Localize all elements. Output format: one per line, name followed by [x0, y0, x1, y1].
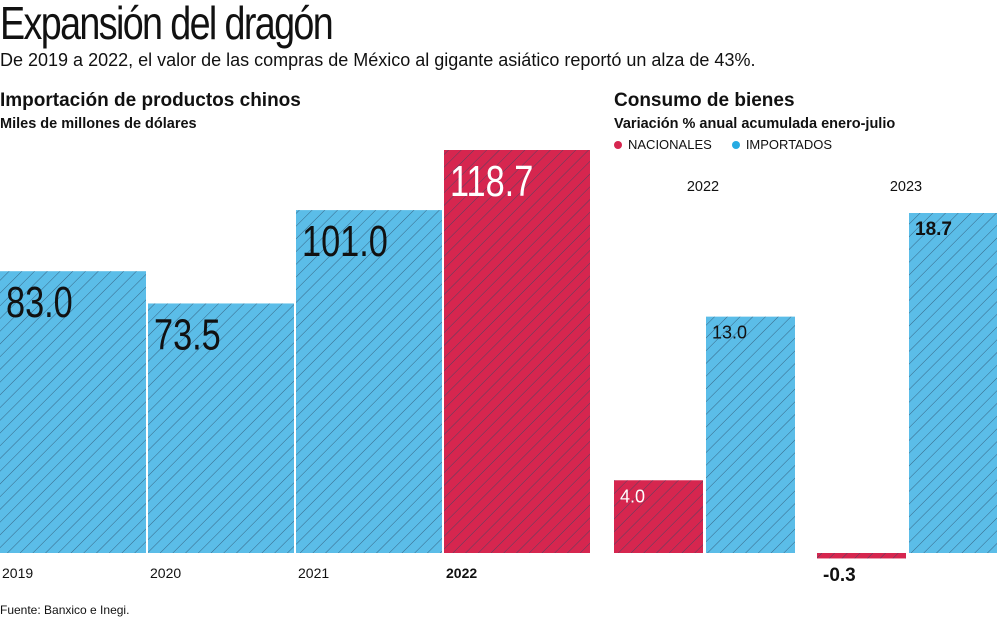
import-value-label-2019: 83.0 — [6, 278, 73, 327]
headline: Expansión del dragón — [0, 0, 334, 49]
import-year-label-2021: 2021 — [298, 565, 329, 581]
consumo-year-label-2023: 2023 — [890, 179, 922, 195]
consumo-bar-nacionales-2023-hatch — [817, 553, 906, 559]
import-bar-2020-hatch — [148, 303, 294, 553]
consumo-bar-importados-2022-hatch — [706, 316, 795, 553]
consumo-value-label-nacionales-2022: 4.0 — [620, 486, 645, 506]
import-value-label-2020: 73.5 — [154, 310, 221, 359]
consumo-bar-nacionales-2022-hatch — [614, 480, 703, 553]
import-value-label-2021: 101.0 — [302, 217, 388, 266]
consumo-value-label-nacionales-2023: -0.3 — [823, 565, 856, 586]
consumo-value-label-importados-2022: 13.0 — [712, 323, 747, 343]
legend: NACIONALES IMPORTADOS — [614, 137, 846, 152]
legend-dot-nacionales — [614, 140, 622, 149]
import-year-label-2019: 2019 — [2, 565, 33, 581]
legend-dot-importados — [731, 140, 740, 149]
right-chart-subtitle: Variación % anual acumulada enero-julio — [614, 116, 896, 132]
import-year-label-2022: 2022 — [446, 565, 477, 581]
import-bar-2022-hatch — [444, 150, 590, 553]
left-chart-subtitle: Miles de millones de dólares — [0, 116, 197, 132]
import-bar-2019-hatch — [0, 271, 146, 553]
import-year-label-2020: 2020 — [150, 565, 181, 581]
legend-label-nacionales: NACIONALES — [628, 137, 712, 152]
import-value-label-2022: 118.7 — [450, 157, 533, 206]
consumo-year-label-2022: 2022 — [687, 179, 719, 195]
legend-item-nacionales: NACIONALES — [614, 137, 712, 152]
import-bar-2021-hatch — [296, 210, 442, 553]
consumo-value-label-importados-2023: 18.7 — [915, 219, 952, 240]
source-note: Fuente: Banxico e Inegi. — [0, 603, 130, 617]
subtitle: De 2019 a 2022, el valor de las compras … — [0, 50, 756, 70]
legend-item-importados: IMPORTADOS — [731, 137, 833, 152]
consumo-bar-importados-2023-hatch — [909, 213, 997, 553]
left-chart-title: Importación de productos chinos — [0, 90, 301, 111]
legend-label-importados: IMPORTADOS — [745, 137, 833, 152]
right-chart-title: Consumo de bienes — [614, 90, 795, 111]
